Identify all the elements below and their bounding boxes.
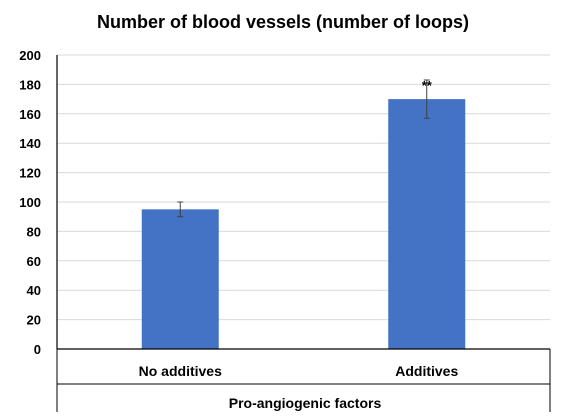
y-tick-label: 100 (19, 195, 41, 210)
chart-title: Number of blood vessels (number of loops… (97, 12, 469, 32)
y-tick-label: 120 (19, 166, 41, 181)
axes (56, 55, 551, 412)
y-tick-label: 180 (19, 77, 41, 92)
bars (141, 99, 466, 349)
category-label: Additives (395, 363, 458, 379)
y-tick-label: 40 (27, 283, 41, 298)
y-tick-label: 200 (19, 48, 41, 63)
y-tick-label: 20 (27, 313, 41, 328)
y-tick-label: 160 (19, 107, 41, 122)
bar-annotations: ** (422, 78, 433, 93)
x-axis-label: Pro-angiogenic factors (229, 395, 382, 411)
gridlines (57, 54, 550, 321)
y-tick-label: 140 (19, 136, 41, 151)
x-axis-categories: No additives Additives (139, 363, 459, 379)
bar-no-additives (141, 209, 219, 349)
y-tick-label: 0 (34, 342, 41, 357)
y-axis-ticks: 0 20 40 60 80 100 120 140 160 180 200 (19, 48, 41, 357)
error-bars (177, 79, 430, 218)
category-label: No additives (139, 363, 222, 379)
bar-additives (388, 99, 466, 349)
significance-marker: ** (422, 78, 433, 93)
y-tick-label: 60 (27, 254, 41, 269)
y-tick-label: 80 (27, 224, 41, 239)
